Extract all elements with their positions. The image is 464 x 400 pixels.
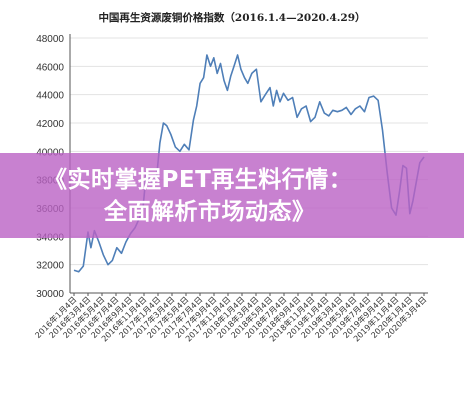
overlay-title-line-2: 全面解析市场动态》 [104,198,316,225]
title-overlay-banner: 《实时掌握PET再生料行情： 全面解析市场动态》 [0,153,464,238]
overlay-title-line-1: 《实时掌握PET再生料行情： [44,166,353,193]
y-tick-label: 32000 [36,261,64,272]
x-tick-labels: 2016年1月4日2016年3月4日2016年5月4日2016年7月4日2016… [33,293,428,344]
y-tick-label: 40000 [36,147,64,158]
chart-title: 中国再生资源废铜价格指数（2016.1.4—2020.4.29） [98,11,365,24]
y-tick-label: 46000 [36,62,64,73]
y-tick-label: 48000 [36,34,64,45]
y-tick-label: 30000 [36,289,64,300]
y-tick-label: 42000 [36,119,64,130]
y-tick-label: 44000 [36,91,64,102]
